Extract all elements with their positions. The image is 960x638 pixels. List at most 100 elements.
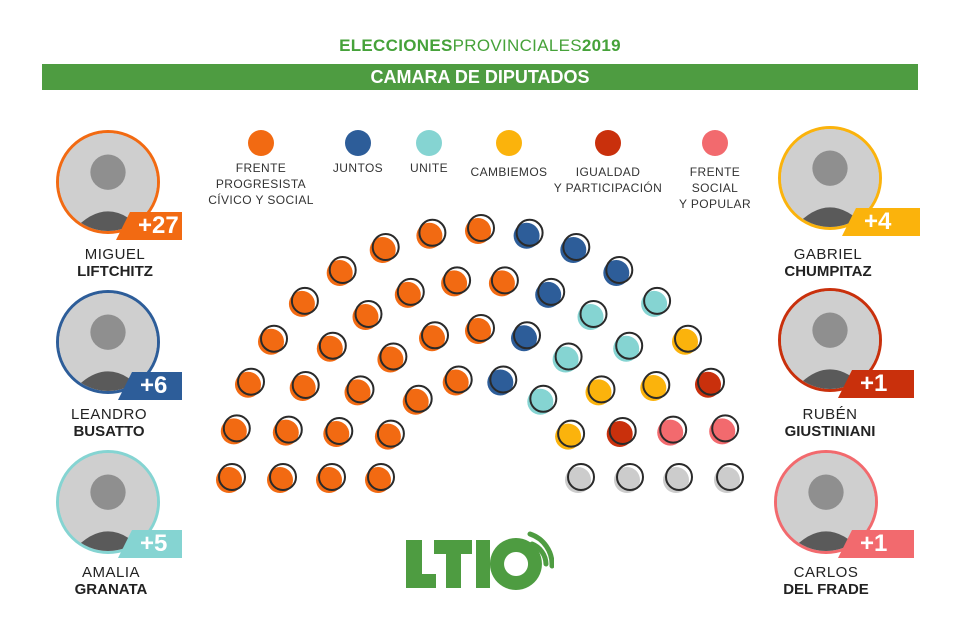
legend-item-igualdad: IGUALDAD Y PARTICIPACIÓN <box>548 164 668 196</box>
seat <box>216 463 246 493</box>
legend-label-line2: CÍVICO Y SOCIAL <box>208 193 314 207</box>
seat <box>585 375 616 406</box>
candidate-name-liftchitz: MIGUEL LIFTCHITZ <box>40 246 190 280</box>
seat <box>326 256 357 286</box>
seat <box>220 414 251 445</box>
seat <box>441 266 472 297</box>
header-elecciones: ELECCIONES <box>339 36 453 55</box>
seat <box>402 384 433 415</box>
candidate-first-name: LEANDRO <box>70 406 148 423</box>
election-header: ELECCIONESPROVINCIALES2019 <box>0 36 960 56</box>
seat <box>488 266 519 297</box>
candidate-first-name: GABRIEL <box>793 246 863 263</box>
candidate-last-name: GRANATA <box>74 581 148 598</box>
seat <box>552 342 583 373</box>
seat <box>316 331 347 362</box>
legend-label-line2: Y PARTICIPACIÓN <box>553 181 663 195</box>
seat <box>603 256 634 286</box>
seat-badge-chumpitaz: +4 <box>842 208 920 236</box>
seat <box>369 233 400 263</box>
legend-label: FRENTE SOCIAL <box>689 165 741 195</box>
seat <box>555 419 586 450</box>
legend-item-frente-social: FRENTE SOCIAL Y POPULAR <box>665 164 765 212</box>
seat <box>288 286 319 317</box>
candidate-last-name: LIFTCHITZ <box>77 263 153 280</box>
header-provinciales: PROVINCIALES <box>452 36 582 55</box>
legend-item-unite: UNITE <box>396 160 462 176</box>
avatar-del-frade <box>774 450 878 554</box>
seat <box>374 419 405 450</box>
seat <box>487 365 518 396</box>
seat <box>465 214 495 244</box>
seat <box>535 277 566 308</box>
legend-label: CAMBIEMOS <box>470 165 548 179</box>
legend-label-line2: Y POPULAR <box>678 197 752 211</box>
legend-label: FRENTE PROGRESISTA <box>215 161 307 191</box>
seat <box>663 463 693 493</box>
candidate-name-granata: AMALIA GRANATA <box>36 564 186 598</box>
legend-dot-igualdad <box>595 130 621 156</box>
seat <box>606 417 637 447</box>
header-year: 2019 <box>581 36 621 55</box>
seat <box>513 218 544 249</box>
legend-dot-unite <box>416 130 442 156</box>
candidate-first-name: RUBÉN <box>802 406 858 423</box>
candidate-last-name: CHUMPITAZ <box>784 263 872 280</box>
legend-label: UNITE <box>410 161 448 175</box>
legend-dot-frente-progresista <box>248 130 274 156</box>
seat <box>511 321 541 352</box>
lt10-logo <box>406 531 554 590</box>
legend-dot-juntos <box>345 130 371 156</box>
seat <box>442 365 473 396</box>
candidate-name-busatto: LEANDRO BUSATTO <box>34 406 184 440</box>
legend-label: JUNTOS <box>332 161 384 175</box>
seat <box>672 324 702 355</box>
seat <box>641 286 672 317</box>
candidate-first-name: AMALIA <box>81 564 141 581</box>
candidate-last-name: DEL FRADE <box>783 581 869 598</box>
seat <box>695 367 725 398</box>
seat <box>613 331 644 362</box>
seat <box>640 371 671 401</box>
seat <box>560 233 591 263</box>
legend-item-frente-progresista: FRENTE PROGRESISTA CÍVICO Y SOCIAL <box>190 160 332 208</box>
seat <box>614 463 644 493</box>
seat <box>709 414 740 445</box>
seat-badge-del-frade: +1 <box>838 530 914 558</box>
seat <box>527 384 558 415</box>
seat <box>272 415 303 446</box>
seat <box>344 375 375 406</box>
legend-dot-frente-social <box>702 130 728 156</box>
seat-badge-giustiniani: +1 <box>838 370 914 398</box>
seat <box>258 324 288 355</box>
seat <box>714 463 744 493</box>
legend-item-juntos: JUNTOS <box>320 160 396 176</box>
chamber-title-banner: CAMARA DE DIPUTADOS <box>42 64 918 90</box>
candidate-name-giustiniani: RUBÉN GIUSTINIANI <box>755 406 905 440</box>
seat <box>565 463 595 493</box>
seat <box>394 277 425 308</box>
candidate-last-name: BUSATTO <box>73 423 145 440</box>
seat <box>377 342 408 373</box>
seat <box>316 463 346 493</box>
seat <box>465 314 495 344</box>
candidate-name-del-frade: CARLOS DEL FRADE <box>751 564 901 598</box>
candidate-name-chumpitaz: GABRIEL CHUMPITAZ <box>753 246 903 280</box>
candidate-last-name: GIUSTINIANI <box>784 423 876 440</box>
seat <box>235 367 265 398</box>
seat <box>352 300 383 330</box>
seat <box>289 371 320 401</box>
seat <box>323 417 354 447</box>
candidate-first-name: CARLOS <box>793 564 859 581</box>
legend-item-cambiemos: CAMBIEMOS <box>464 164 554 180</box>
legend-label: IGUALDAD <box>575 165 641 179</box>
candidate-first-name: MIGUEL <box>84 246 146 263</box>
legend-dot-cambiemos <box>496 130 522 156</box>
seat <box>267 463 297 493</box>
seat <box>577 300 608 330</box>
portrait-icon <box>59 133 157 231</box>
seat <box>416 218 447 249</box>
seat <box>365 463 395 493</box>
seat <box>419 321 449 352</box>
